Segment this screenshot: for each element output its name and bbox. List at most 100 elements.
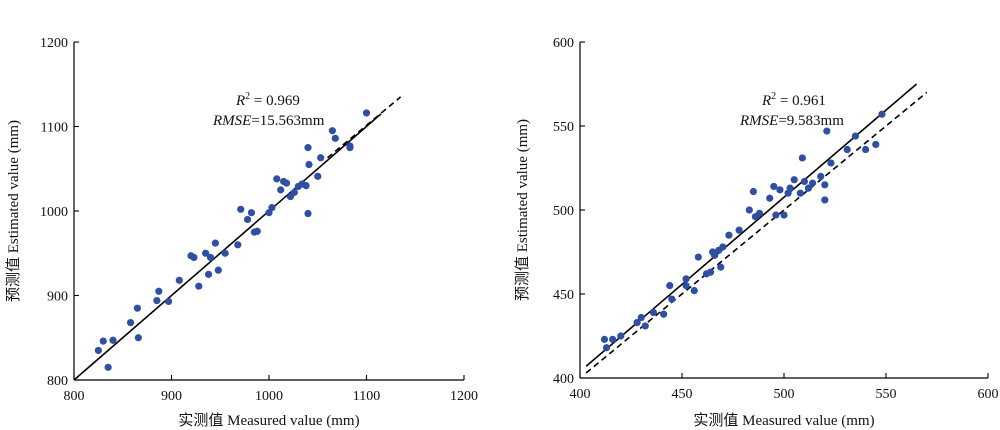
right-x-tick-label: 600 [978, 387, 999, 402]
right-r2-annotation: R2 = 0.961 [761, 91, 826, 109]
right-data-point [633, 318, 641, 327]
left-data-point [104, 363, 112, 371]
left-data-point [273, 175, 281, 183]
right-one-to-one-line [585, 91, 928, 374]
left-data-point [277, 186, 285, 194]
left-data-point [304, 144, 312, 152]
right-x-tick-label: 450 [672, 387, 693, 402]
right-data-point [827, 159, 835, 167]
right-data-point [706, 268, 715, 276]
right-data-point [821, 181, 829, 189]
right-data-point [766, 194, 774, 202]
right-x-tick-label: 550 [876, 387, 897, 402]
left-data-point [99, 337, 107, 345]
left-x-tick-label: 1000 [255, 389, 283, 404]
right-data-point [808, 179, 817, 187]
right-data-point [776, 186, 784, 194]
right-data-point [772, 211, 780, 219]
left-data-point [234, 241, 242, 249]
left-data-point [190, 253, 198, 262]
right-scatter-panel: 400 450 500 550 600 400 450 500 550 600 R2 = 0.96… [514, 36, 999, 429]
right-data-point [649, 308, 658, 317]
left-data-point [362, 109, 371, 117]
left-data-point [268, 204, 276, 212]
right-data-point [600, 335, 609, 343]
left-scatter-panel: 800 900 1000 1100 1200 800 900 1000 1100 1200 R2 … [5, 36, 478, 429]
right-data-point [798, 154, 806, 162]
left-x-tick-label: 1200 [450, 389, 478, 404]
left-data-point [237, 205, 245, 213]
right-data-point [711, 251, 719, 259]
right-data-point [755, 209, 764, 217]
left-data-point [206, 253, 215, 262]
left-data-point [346, 144, 354, 152]
left-data-point [243, 215, 252, 224]
left-data-point [126, 318, 135, 327]
left-data-point [247, 209, 256, 217]
right-data-point [682, 282, 690, 290]
right-data-point [786, 184, 794, 192]
left-x-axis-label: 实测值 Measured value (mm) [178, 412, 359, 429]
left-data-point [153, 296, 161, 305]
left-data-point [214, 266, 222, 274]
left-data-point [202, 249, 210, 257]
right-data-point [872, 140, 880, 149]
left-x-tick-label: 800 [64, 389, 85, 404]
right-data-point [725, 231, 733, 239]
left-rmse-annotation: RMSE=15.563mm [212, 113, 325, 129]
right-data-point [690, 287, 698, 295]
right-data-point [682, 275, 690, 283]
right-data-point [823, 127, 831, 135]
right-data-point [851, 132, 860, 140]
left-data-point [175, 276, 183, 284]
left-one-to-one-line [326, 96, 402, 159]
right-y-tick-label: 600 [553, 36, 574, 51]
right-data-point [745, 206, 753, 214]
left-data-point [305, 160, 313, 169]
right-data-point [668, 295, 676, 303]
left-y-tick-label: 1000 [40, 205, 68, 220]
right-data-point [719, 243, 727, 251]
left-fit-line [73, 113, 382, 381]
left-y-tick-label: 1100 [41, 121, 68, 136]
left-data-point [290, 188, 298, 197]
right-data-point [770, 182, 778, 191]
left-data-point [109, 336, 117, 344]
right-data-point [602, 344, 611, 352]
right-y-tick-label: 500 [553, 204, 574, 219]
right-data-point [637, 313, 645, 322]
left-data-point [94, 346, 102, 355]
right-data-point [843, 145, 851, 154]
right-data-point [694, 253, 702, 261]
right-data-point [735, 226, 743, 234]
right-x-tick-label: 400 [570, 387, 591, 402]
right-rmse-annotation: RMSE=9.583mm [739, 113, 844, 129]
right-data-point [800, 177, 809, 186]
right-data-point [717, 263, 725, 271]
left-data-point [302, 182, 310, 190]
right-data-point [821, 196, 829, 204]
right-y-tick-label: 450 [553, 288, 574, 303]
left-y-axis-label: 预测值 Estimated value (mm) [5, 120, 22, 302]
right-data-point [817, 172, 825, 180]
left-data-point [221, 249, 229, 257]
right-data-point [804, 184, 813, 192]
right-data-point [617, 332, 625, 340]
left-data-point [314, 172, 322, 180]
right-data-point [660, 310, 668, 318]
right-y-tick-label: 400 [553, 372, 574, 387]
left-x-tick-label: 900 [161, 389, 182, 404]
left-data-point [304, 209, 312, 218]
right-data-point [641, 322, 649, 330]
left-x-tick-label: 1100 [353, 389, 380, 404]
left-data-point [211, 239, 219, 247]
left-data-point [282, 179, 291, 187]
left-data-point [331, 134, 339, 142]
left-data-point [164, 297, 173, 306]
left-data-point [155, 287, 163, 295]
right-y-tick-label: 550 [553, 120, 574, 135]
left-data-point [195, 282, 203, 290]
right-data-point [666, 282, 674, 290]
right-y-axis-label: 预测值 Estimated value (mm) [514, 119, 531, 301]
